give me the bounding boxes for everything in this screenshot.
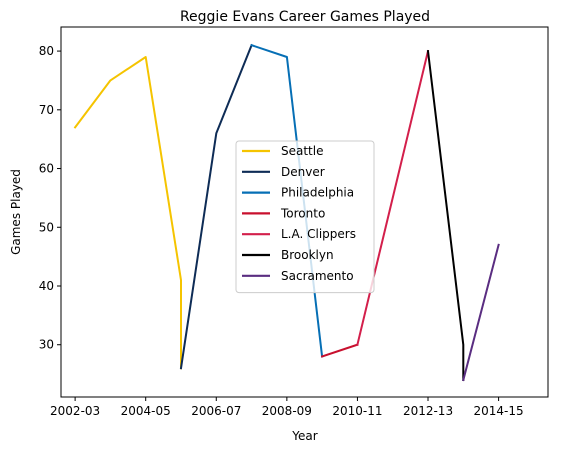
x-tick-label: 2008-09 — [262, 404, 312, 418]
series-lines — [73, 43, 500, 382]
series-line-seattle — [73, 56, 182, 370]
legend-label-seattle: Seattle — [281, 144, 323, 158]
y-tick-label: 50 — [39, 220, 54, 234]
legend: Seattle Denver Philadelphia Toronto L.A. Cli… — [235, 140, 375, 294]
legend-box — [235, 140, 375, 294]
series-line-sacramento — [462, 243, 500, 382]
x-tick-label: 2006-07 — [191, 404, 241, 418]
y-tick-label: 60 — [39, 162, 54, 176]
x-tick-label: 2012-13 — [403, 404, 453, 418]
y-tick-label: 30 — [39, 338, 54, 352]
series-line-denver — [179, 43, 253, 370]
y-axis: 30 40 50 60 70 80 — [39, 44, 61, 352]
x-tick-label: 2014-15 — [474, 404, 524, 418]
legend-label-denver: Denver — [281, 165, 325, 179]
legend-label-l-a-clippers: L.A. Clippers — [281, 227, 356, 241]
series-line-toronto — [320, 343, 359, 358]
y-tick-label: 70 — [39, 103, 54, 117]
x-tick-label: 2010-11 — [332, 404, 382, 418]
y-axis-label: Games Played — [9, 169, 23, 255]
y-tick-label: 80 — [39, 44, 54, 58]
legend-label-brooklyn: Brooklyn — [281, 248, 334, 262]
x-tick-label: 2002-03 — [50, 404, 100, 418]
legend-label-philadelphia: Philadelphia — [281, 186, 354, 200]
x-axis: 2002-03 2004-05 2006-07 2008-09 2010-11 2012-… — [50, 397, 524, 418]
plot-frame — [60, 26, 549, 398]
series-line-brooklyn — [426, 49, 465, 381]
x-tick-label: 2004-05 — [121, 404, 171, 418]
legend-label-toronto: Toronto — [280, 206, 325, 220]
series-line-l-a-clippers — [356, 49, 430, 346]
x-axis-label: Year — [291, 429, 317, 443]
chart-title: Reggie Evans Career Games Played — [180, 9, 430, 25]
y-tick-label: 40 — [39, 279, 54, 293]
legend-label-sacramento: Sacramento — [281, 269, 354, 283]
